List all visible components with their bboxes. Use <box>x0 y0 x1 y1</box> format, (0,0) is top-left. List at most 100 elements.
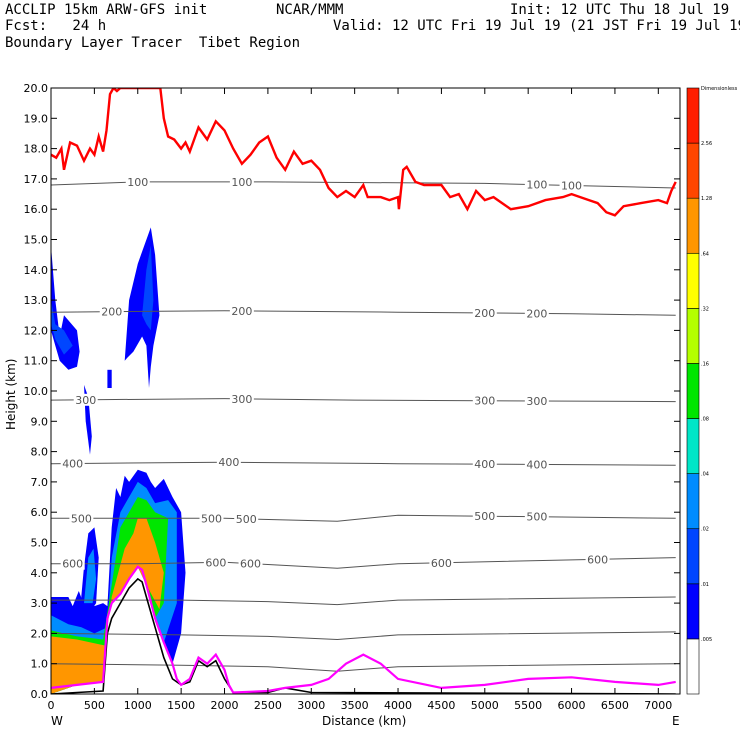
contour-label-bg <box>229 392 254 405</box>
contour-label-bg <box>69 512 94 525</box>
colorbar-label-0: .005 <box>701 637 712 643</box>
contour-label-bg <box>203 556 228 569</box>
colorbar-swatch-5 <box>686 363 700 419</box>
contour-label-600-3: 600 <box>431 557 452 570</box>
tracer-region-5 <box>84 548 97 604</box>
x-tick-label-5: 2500 <box>254 699 282 712</box>
contour-label-bg <box>524 178 549 191</box>
x-tick-label-3: 1500 <box>167 699 195 712</box>
colorbar-label-9: 2.56 <box>701 141 712 147</box>
x-tick-label-13: 6500 <box>601 699 629 712</box>
colorbar-label-7: .64 <box>701 251 709 257</box>
y-tick-label-10: 10.0 <box>24 385 49 398</box>
tracer-region-3 <box>51 518 164 694</box>
pressure-contour-7 <box>51 631 676 641</box>
colorbar-swatch-4 <box>686 418 700 474</box>
contour-label-bg <box>234 512 259 525</box>
colorbar-swatch-1 <box>686 583 700 640</box>
y-tick-label-1: 1.0 <box>31 658 49 671</box>
y-tick-label-17: 17.0 <box>24 173 49 186</box>
contour-label-bg <box>199 512 224 525</box>
contour-label-500-4: 500 <box>526 511 547 524</box>
y-tick-label-6: 6.0 <box>31 506 49 519</box>
contour-label-bg <box>216 456 241 469</box>
x-tick-label-6: 3000 <box>297 699 325 712</box>
y-tick-label-3: 3.0 <box>31 597 49 610</box>
colorbar-label-10: Dimensionless <box>701 86 738 92</box>
header-subtitle: Boundary Layer Tracer Tibet Region <box>5 35 301 51</box>
west-label: W <box>51 714 63 728</box>
contour-label-500-1: 500 <box>201 512 222 525</box>
colorbar-label-1: .01 <box>701 582 709 588</box>
x-tick-label-10: 5000 <box>471 699 499 712</box>
contour-label-500-2: 500 <box>236 513 257 526</box>
y-tick-label-9: 9.0 <box>31 415 49 428</box>
contour-label-bg <box>524 510 549 523</box>
contour-label-100-2: 100 <box>526 179 547 192</box>
contour-label-bg <box>238 557 263 570</box>
colorbar-label-6: .32 <box>701 306 709 312</box>
x-tick-label-0: 0 <box>48 699 55 712</box>
contour-label-bg <box>524 307 549 320</box>
contour-label-bg <box>472 306 497 319</box>
y-tick-label-16: 16.0 <box>24 203 49 216</box>
y-tick-label-18: 18.0 <box>24 143 49 156</box>
y-tick-label-20: 20.0 <box>24 82 49 95</box>
terrain-line <box>51 577 676 694</box>
contour-label-200-2: 200 <box>474 307 495 320</box>
colorbar-swatch-8 <box>686 197 700 254</box>
tropopause-line <box>51 88 677 217</box>
contour-label-100-0: 100 <box>127 176 148 189</box>
contour-label-200-0: 200 <box>101 306 122 319</box>
tracer-region-9 <box>107 369 112 388</box>
contour-label-bg <box>73 393 98 406</box>
pressure-contour-8 <box>51 663 676 672</box>
contour-label-bg <box>99 305 124 318</box>
pressure-contour-200 <box>51 310 676 316</box>
x-axis-label: Distance (km) <box>322 714 406 728</box>
contour-label-bg <box>559 179 584 192</box>
contour-label-400-1: 400 <box>218 456 239 469</box>
colorbar-swatch-2 <box>686 528 700 585</box>
y-tick-label-5: 5.0 <box>31 537 49 550</box>
x-tick-label-4: 2000 <box>211 699 239 712</box>
contour-label-bg <box>524 458 549 471</box>
contour-label-500-3: 500 <box>474 510 495 523</box>
x-tick-label-9: 4500 <box>427 699 455 712</box>
colorbar-swatch-9 <box>686 142 700 199</box>
contour-label-bg <box>429 556 454 569</box>
contour-label-100-3: 100 <box>561 180 582 193</box>
contour-label-bg <box>229 304 254 317</box>
y-axis-label: Height (km) <box>4 359 18 430</box>
contour-label-400-2: 400 <box>474 458 495 471</box>
colorbar-label-4: .08 <box>701 417 709 423</box>
contour-label-600-0: 600 <box>62 558 83 571</box>
header-forecast: Fcst: 24 h <box>5 18 107 34</box>
colorbar-swatch-7 <box>686 252 700 309</box>
contour-label-600-4: 600 <box>587 553 608 566</box>
east-label: E <box>672 714 680 728</box>
y-tick-label-19: 19.0 <box>24 112 49 125</box>
y-tick-label-12: 12.0 <box>24 324 49 337</box>
colorbar-label-3: .04 <box>701 472 709 478</box>
axes-layer: 0.0 1.0 2.0 3.0 4.0 5.0 6.0 7.0 8.0 9.0 10.0 11.0 12… <box>24 82 680 712</box>
pressure-contour-layer: 100 100 100 100 200 200 200 200 300 300 300 300 400 4… <box>51 175 676 672</box>
contour-label-bg <box>472 510 497 523</box>
y-tick-label-11: 11.0 <box>24 355 49 368</box>
contour-label-bg <box>60 457 85 470</box>
contour-label-500-0: 500 <box>71 512 92 525</box>
colorbar-swatch-6 <box>686 308 700 364</box>
contour-label-bg <box>229 175 254 188</box>
contour-label-200-1: 200 <box>231 305 252 318</box>
contour-label-200-3: 200 <box>526 307 547 320</box>
header-valid: Valid: 12 UTC Fri 19 Jul 19 (21 JST Fri … <box>333 18 740 34</box>
contour-label-bg <box>524 394 549 407</box>
pressure-contour-6 <box>51 596 676 606</box>
tracer-region-10 <box>124 227 160 388</box>
contour-label-300-2: 300 <box>474 395 495 408</box>
contour-label-bg <box>585 553 610 566</box>
contour-label-400-3: 400 <box>526 458 547 471</box>
header-init: Init: 12 UTC Thu 18 Jul 19 <box>510 2 730 18</box>
contour-label-300-1: 300 <box>231 393 252 406</box>
